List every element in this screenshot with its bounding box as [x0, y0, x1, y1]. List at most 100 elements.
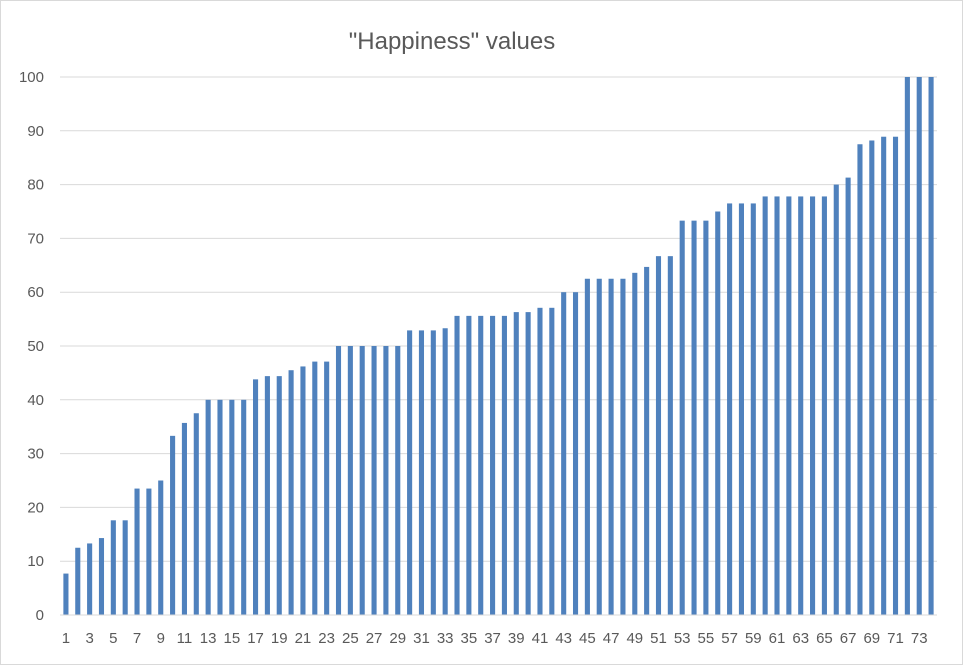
- x-tick-label: 49: [626, 630, 643, 647]
- bar: [892, 136, 899, 615]
- bar: [181, 422, 187, 615]
- bar: [572, 292, 579, 615]
- x-tick-label: 65: [816, 630, 833, 647]
- y-tick-label: 0: [36, 607, 44, 624]
- y-tick-label: 40: [27, 392, 44, 409]
- x-tick-label: 5: [109, 630, 117, 647]
- x-tick-label: 59: [745, 630, 762, 647]
- bar: [584, 278, 590, 615]
- y-tick-label: 10: [27, 553, 44, 570]
- bar: [786, 196, 792, 615]
- bar: [762, 196, 768, 615]
- x-tick-label: 11: [177, 630, 193, 647]
- x-tick-label: 73: [911, 630, 928, 647]
- x-tick-label: 47: [603, 630, 620, 647]
- x-tick-label: 1: [62, 630, 70, 647]
- x-tick-label: 27: [366, 630, 383, 647]
- bar: [525, 312, 531, 615]
- bar: [750, 203, 756, 615]
- bar: [490, 315, 496, 615]
- bar: [738, 203, 745, 615]
- x-tick-label: 7: [133, 630, 141, 647]
- y-tick-label: 50: [27, 338, 44, 355]
- x-tick-label: 23: [318, 630, 335, 647]
- x-tick-label: 19: [271, 630, 288, 647]
- y-tick-label: 80: [27, 177, 44, 194]
- x-tick-label: 53: [674, 630, 691, 647]
- bar: [608, 278, 614, 615]
- bar: [193, 413, 199, 615]
- bar: [63, 573, 69, 615]
- bar: [158, 480, 164, 615]
- x-tick-label: 29: [389, 630, 406, 647]
- x-tick-label: 43: [555, 630, 572, 647]
- bar: [442, 328, 448, 615]
- bar: [501, 315, 507, 615]
- x-tick-label: 55: [698, 630, 715, 647]
- bar: [418, 330, 425, 615]
- x-tick-label: 31: [413, 630, 430, 647]
- bar: [98, 538, 105, 615]
- bar: [655, 256, 662, 615]
- bar: [857, 144, 863, 615]
- y-tick-label: 20: [27, 499, 44, 516]
- bar: [703, 220, 709, 615]
- bar: [727, 203, 733, 615]
- bar: [454, 315, 460, 615]
- bar: [679, 220, 685, 615]
- bar: [205, 399, 211, 615]
- bar: [620, 278, 626, 615]
- bar: [821, 196, 827, 615]
- x-tick-label: 37: [484, 630, 501, 647]
- bar: [904, 77, 910, 615]
- y-tick-label: 100: [19, 69, 44, 86]
- bar: [395, 346, 401, 615]
- x-tick-label: 57: [721, 630, 738, 647]
- y-tick-label: 90: [27, 123, 44, 140]
- bar: [881, 136, 887, 615]
- x-tick-label: 17: [247, 630, 264, 647]
- x-tick-label: 71: [887, 630, 904, 647]
- bar: [774, 196, 780, 615]
- bar: [537, 307, 543, 615]
- bar: [667, 256, 673, 615]
- bar: [478, 315, 484, 615]
- x-tick-label: 41: [532, 630, 549, 647]
- x-tick-label: 67: [840, 630, 857, 647]
- x-tick-label: 39: [508, 630, 525, 647]
- chart-title: "Happiness" values: [348, 28, 556, 55]
- x-tick-label: 33: [437, 630, 454, 647]
- bar: [241, 399, 247, 615]
- bar: [810, 196, 816, 615]
- bar: [869, 140, 875, 615]
- bar: [134, 488, 140, 615]
- y-tick-label: 60: [27, 284, 44, 301]
- x-tick-label: 35: [461, 630, 478, 647]
- bar: [110, 520, 116, 615]
- bar: [561, 292, 567, 615]
- bar: [335, 346, 342, 615]
- bar: [288, 370, 294, 615]
- bar: [383, 346, 389, 615]
- bar: [916, 77, 922, 615]
- bar: [264, 376, 270, 615]
- bar: [715, 211, 721, 615]
- bar: [347, 346, 353, 615]
- bar: [549, 307, 555, 615]
- bar: [632, 272, 638, 615]
- bar: [146, 488, 152, 615]
- bar: [217, 399, 223, 615]
- bar: [75, 547, 81, 615]
- bar: [430, 330, 436, 615]
- x-tick-label: 25: [342, 630, 359, 647]
- bar: [371, 346, 377, 615]
- bar: [596, 278, 602, 615]
- bar: [928, 77, 934, 615]
- x-tick-label: 63: [792, 630, 809, 647]
- x-tick-label: 69: [863, 630, 880, 647]
- x-tick-label: 13: [200, 630, 217, 647]
- x-tick-label: 45: [579, 630, 596, 647]
- x-tick-label: 61: [769, 630, 786, 647]
- bar: [407, 330, 413, 615]
